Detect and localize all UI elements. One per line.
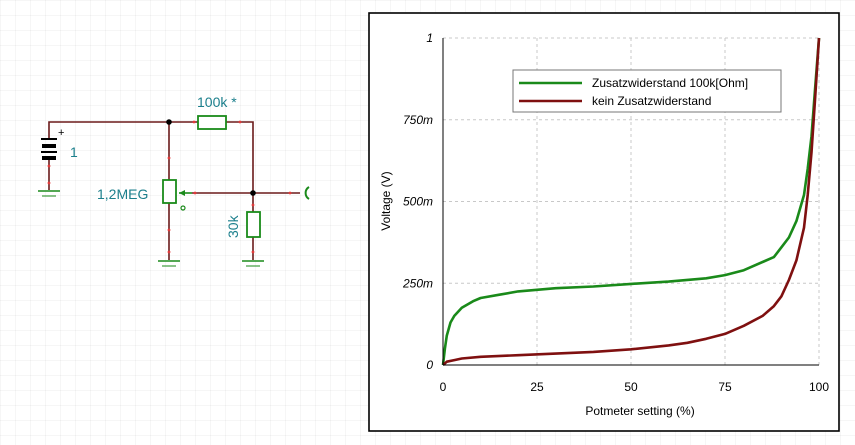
y-tick-label: 750m — [403, 113, 433, 127]
y-tick-label: 0 — [426, 358, 433, 372]
junction-dot — [250, 190, 256, 196]
series-line-1 — [442, 37, 821, 366]
legend-label-without-resistor: kein Zusatzwiderstand — [592, 94, 711, 108]
battery-symbol[interactable]: + — [41, 127, 64, 160]
circuit-schematic: + 1 100k * 1,2MEG 30k — [38, 94, 310, 267]
x-tick-label: 25 — [530, 380, 544, 394]
legend-label-with-resistor: Zusatzwiderstand 100k[Ohm] — [592, 76, 748, 90]
y-tick-label: 250m — [402, 276, 433, 290]
svg-text:+: + — [58, 127, 64, 139]
x-tick-label: 50 — [624, 380, 638, 394]
series-lines — [441, 37, 821, 366]
circuit-wires — [48, 121, 300, 260]
y-axis-label: Voltage (V) — [379, 171, 393, 230]
resistor-100k-symbol[interactable] — [197, 115, 227, 130]
series-resistor-label: 100k * — [197, 94, 237, 110]
pin-markers — [47, 120, 292, 254]
resistor-30k-symbol[interactable] — [246, 211, 261, 238]
chart-legend: Zusatzwiderstand 100k[Ohm] kein Zusatzwi… — [512, 69, 782, 113]
series-line-0 — [441, 37, 821, 366]
potentiometer-label: 1,2MEG — [97, 186, 148, 202]
output-terminal-icon[interactable] — [304, 186, 310, 200]
x-tick-label: 100 — [809, 380, 829, 394]
x-tick-labels: 0 25 50 75 100 — [440, 380, 830, 394]
potentiometer-symbol[interactable] — [162, 179, 192, 211]
shunt-resistor-label: 30k — [225, 214, 241, 238]
battery-label: 1 — [70, 144, 78, 160]
x-tick-label: 0 — [440, 380, 447, 394]
y-tick-labels: 0 250m 500m 750m 1 — [402, 31, 433, 372]
y-tick-label: 500m — [403, 195, 433, 209]
ground-symbol-pot — [158, 260, 180, 267]
ground-symbol-battery — [38, 190, 60, 197]
legend-box — [512, 69, 782, 113]
junction-dot — [166, 119, 172, 125]
x-tick-label: 75 — [718, 380, 732, 394]
y-tick-label: 1 — [426, 31, 433, 45]
chart-panel: 0 25 50 75 100 0 250m 500m 750m 1 Potmeter setti… — [368, 12, 840, 432]
x-axis-label: Potmeter setting (%) — [585, 404, 694, 418]
ground-symbol-shunt — [242, 260, 264, 267]
